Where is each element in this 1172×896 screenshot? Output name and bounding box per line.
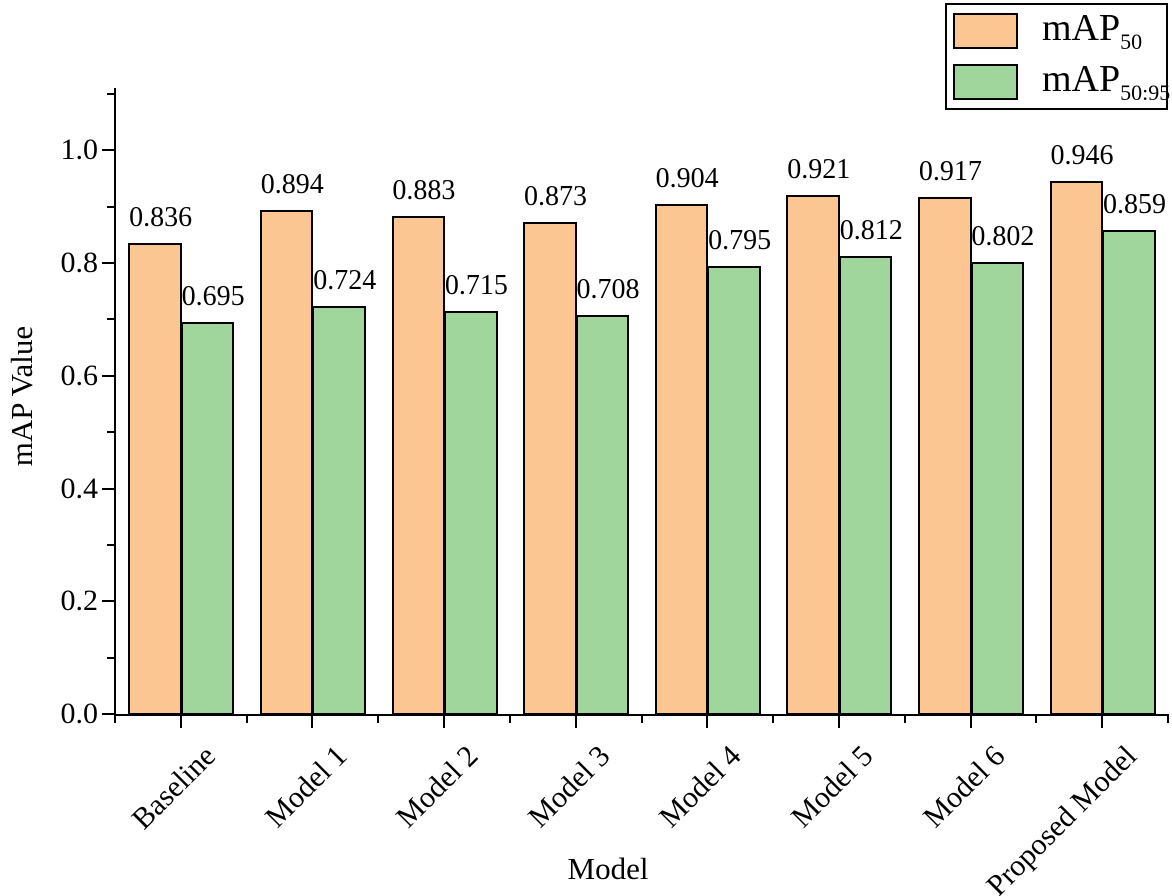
- x-minor-tick: [508, 716, 511, 723]
- x-minor-tick: [1035, 716, 1038, 723]
- bar-mAP50-Baseline: [128, 242, 182, 715]
- bar-mAP50-Model 5: [786, 194, 840, 715]
- x-axis-line: [114, 714, 1169, 716]
- x-minor-tick: [772, 716, 775, 723]
- y-minor-tick: [107, 656, 114, 659]
- legend-label-map50: mAP50: [1042, 6, 1143, 54]
- bar-mAP50:95-Model 2: [444, 311, 498, 715]
- value-label-mAP50:95-Model 3: 0.708: [576, 273, 640, 305]
- x-major-tick: [179, 716, 182, 728]
- x-tick-label: Model 1: [258, 739, 354, 834]
- value-label-mAP50-Model 3: 0.873: [523, 180, 587, 212]
- bar-mAP50-Model 4: [654, 204, 709, 715]
- y-tick-label: 1.0: [60, 133, 99, 167]
- y-tick-label: 0.0: [60, 697, 99, 730]
- x-minor-tick: [114, 716, 116, 723]
- bar-mAP50:95-Model 5: [838, 256, 893, 715]
- legend-swatch-map50-icon: [953, 12, 1018, 49]
- x-minor-tick: [377, 716, 380, 723]
- y-tick-label: 0.8: [60, 246, 99, 280]
- bar-mAP50:95-Model 6: [970, 261, 1025, 715]
- x-tick-label: Model 6: [916, 739, 1012, 834]
- x-major-tick: [969, 716, 972, 728]
- value-label-mAP50:95-Model 4: 0.795: [708, 224, 772, 256]
- value-label-mAP50-Model 2: 0.883: [392, 175, 456, 207]
- y-major-tick: [102, 374, 114, 377]
- bar-mAP50:95-Baseline: [180, 322, 235, 715]
- x-tick-label: Model 3: [521, 739, 617, 834]
- value-label-mAP50-Model 1: 0.894: [260, 169, 324, 201]
- y-minor-tick: [107, 93, 114, 95]
- x-tick-label: Model 4: [653, 739, 748, 834]
- x-minor-tick: [640, 716, 643, 723]
- x-tick-label: Model 5: [784, 739, 880, 834]
- y-major-tick: [102, 713, 114, 715]
- legend: mAP50 mAP50:95: [945, 3, 1170, 110]
- x-major-tick: [311, 716, 314, 728]
- value-label-mAP50-Proposed Model: 0.946: [1050, 139, 1114, 171]
- value-label-mAP50:95-Model 6: 0.802: [971, 220, 1035, 252]
- y-minor-tick: [107, 318, 114, 321]
- legend-item-map50: mAP50: [947, 5, 1166, 56]
- bar-mAP50:95-Proposed Model: [1102, 229, 1156, 715]
- legend-label-map50-95: mAP50:95: [1042, 57, 1171, 105]
- x-major-tick: [837, 716, 840, 728]
- y-major-tick: [102, 487, 114, 490]
- y-tick-label: 0.6: [60, 358, 99, 392]
- y-minor-tick: [107, 543, 114, 546]
- bar-mAP50:95-Model 1: [312, 305, 366, 715]
- y-tick-label: 0.2: [60, 584, 99, 618]
- x-major-tick: [706, 716, 709, 728]
- x-major-tick: [443, 716, 446, 728]
- legend-swatch-map50-95-icon: [953, 63, 1018, 100]
- value-label-mAP50-Model 5: 0.921: [787, 153, 851, 185]
- legend-item-map50-95: mAP50:95: [947, 56, 1170, 107]
- x-minor-tick: [1167, 716, 1169, 723]
- x-axis-title: Model: [567, 851, 649, 886]
- x-major-tick: [1101, 716, 1104, 728]
- bar-mAP50:95-Model 4: [707, 265, 761, 715]
- value-label-mAP50-Model 6: 0.917: [918, 156, 982, 188]
- bar-mAP50-Model 6: [918, 197, 972, 715]
- value-label-mAP50:95-Baseline: 0.695: [181, 281, 245, 313]
- value-label-mAP50:95-Model 5: 0.812: [839, 215, 903, 247]
- value-label-mAP50:95-Model 2: 0.715: [444, 270, 508, 301]
- y-axis-line: [114, 88, 116, 716]
- value-label-mAP50:95-Model 1: 0.724: [313, 264, 377, 296]
- x-tick-label: Baseline: [125, 739, 222, 836]
- y-minor-tick: [107, 205, 114, 208]
- y-minor-tick: [107, 431, 114, 434]
- value-label-mAP50:95-Proposed Model: 0.859: [1102, 188, 1166, 220]
- x-minor-tick: [245, 716, 248, 723]
- y-tick-label: 0.4: [60, 471, 99, 505]
- y-axis-title: mAP Value: [4, 325, 39, 467]
- y-major-tick: [102, 262, 114, 265]
- y-major-tick: [102, 600, 114, 603]
- value-label-mAP50-Model 4: 0.904: [655, 163, 719, 195]
- y-major-tick: [102, 149, 114, 152]
- x-major-tick: [574, 716, 577, 728]
- x-tick-label: Model 2: [390, 739, 485, 834]
- bar-mAP50:95-Model 3: [575, 314, 630, 715]
- value-label-mAP50-Baseline: 0.836: [129, 201, 193, 233]
- x-minor-tick: [903, 716, 906, 723]
- bar-mAP50-Proposed Model: [1049, 180, 1104, 715]
